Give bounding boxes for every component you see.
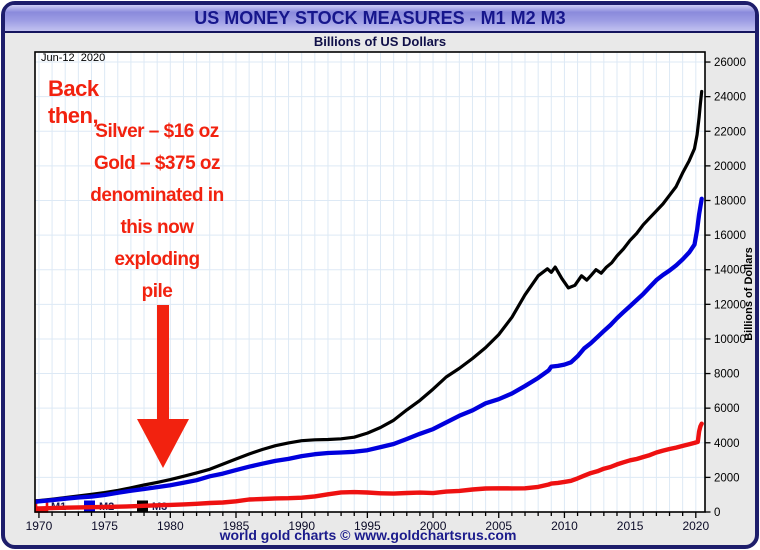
annotation-line: Silver – $16 oz	[95, 121, 219, 142]
series-line-m3	[35, 89, 704, 503]
annotation-line: pile	[141, 281, 173, 302]
y-tick-label: 16000	[714, 230, 746, 242]
x-tick-label: 1995	[354, 519, 381, 533]
x-tick-label: 1975	[91, 519, 118, 533]
y-tick-label: 26000	[714, 57, 746, 69]
annotation-line: denominated in	[90, 185, 224, 206]
annotation-line: Gold – $375 oz	[93, 153, 221, 174]
y-tick-label: 2000	[714, 472, 740, 484]
x-tick-label: 2020	[682, 519, 709, 533]
y-axis-title: Billions of Dollars	[743, 247, 755, 341]
x-tick-label: 1990	[288, 519, 315, 533]
y-tick-label: 8000	[714, 369, 740, 381]
y-tick-label: 6000	[714, 403, 740, 415]
title-bar: US MONEY STOCK MEASURES - M1 M2 M3	[5, 5, 755, 33]
y-tick-label: 0	[714, 507, 720, 519]
y-tick-label: 10000	[714, 334, 746, 346]
red-arrow-icon	[137, 305, 189, 468]
y-tick-label: 20000	[714, 161, 746, 173]
y-tick-label: 12000	[714, 299, 746, 311]
footer-credit: world gold charts © www.goldchartsrus.co…	[219, 527, 517, 543]
x-tick-label: 2010	[551, 519, 578, 533]
series-line-m2	[35, 196, 704, 504]
x-tick-label: 1985	[223, 519, 250, 533]
x-tick-label: 2005	[485, 519, 512, 533]
x-tick-label: 2015	[617, 519, 644, 533]
series-line-m1	[35, 421, 704, 511]
date-label: Jun-12 2020	[41, 52, 106, 64]
x-tick-label: 2000	[420, 519, 447, 533]
y-tick-label: 24000	[714, 92, 746, 104]
x-tick-label: 1970	[26, 519, 53, 533]
annotation-body: Silver – $16 oz Gold – $375 oz denominat…	[65, 116, 249, 308]
annotation-line: this now	[120, 217, 194, 238]
annotation-line: exploding	[114, 249, 200, 270]
y-tick-label: 22000	[714, 126, 746, 138]
y-tick-label: 4000	[714, 438, 740, 450]
chart-subtitle: Billions of US Dollars	[313, 34, 447, 49]
annotation-intro: Back then,	[48, 75, 99, 129]
x-tick-label: 1980	[157, 519, 184, 533]
y-tick-label: 14000	[714, 265, 746, 277]
chart-canvas: M1 M2 M3 0200040006000800010000120001400016…	[26, 51, 746, 533]
y-tick-label: 18000	[714, 195, 746, 207]
chart-title: US MONEY STOCK MEASURES - M1 M2 M3	[194, 8, 566, 28]
annotation-intro-line: then,	[48, 103, 99, 128]
annotation-intro-line: Back	[48, 76, 99, 101]
plot-border	[34, 51, 706, 513]
